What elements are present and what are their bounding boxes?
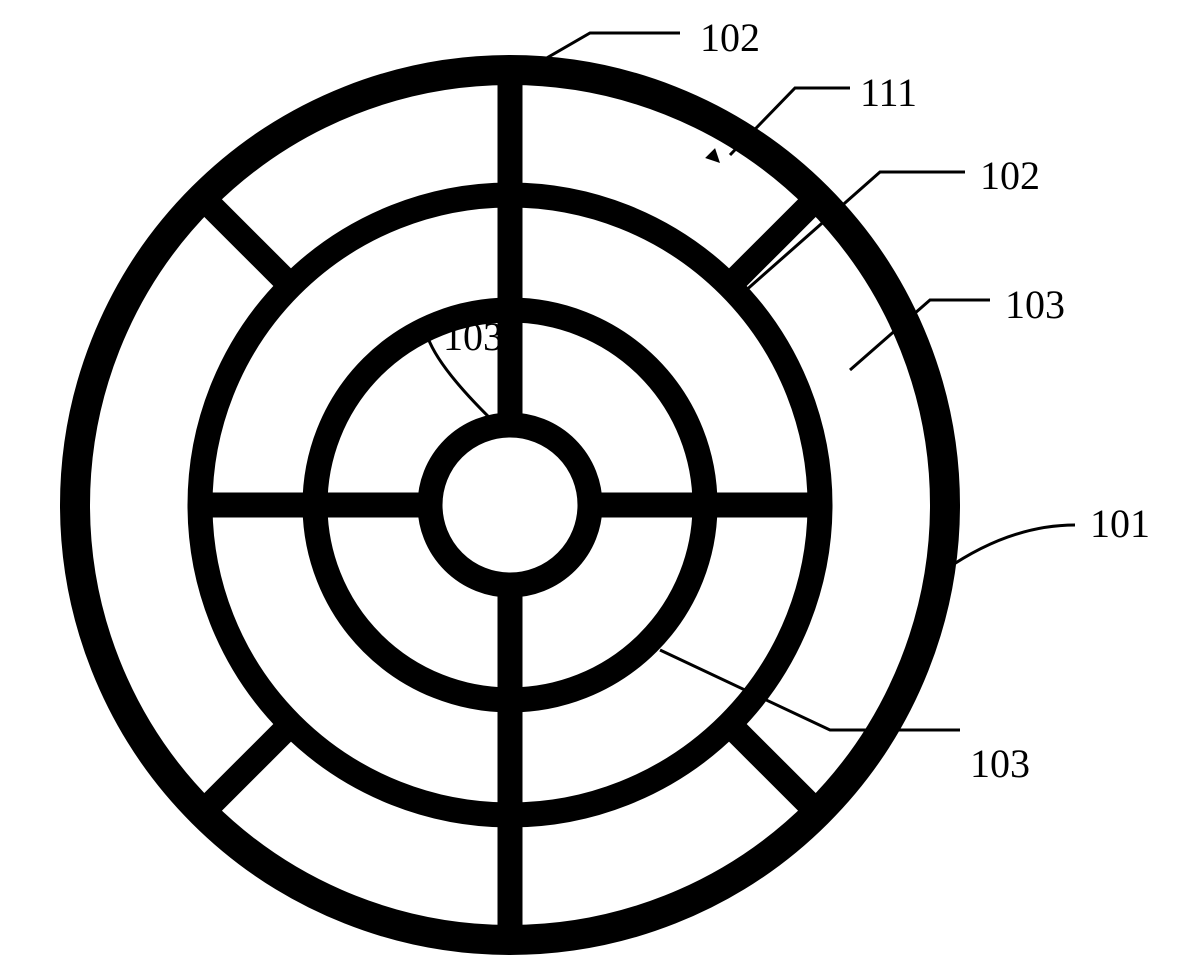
diagram-canvas: 102 111 102 103 103 101 103: [0, 0, 1202, 971]
arrowhead-111: [705, 148, 725, 168]
outer-spoke-225: [202, 197, 290, 285]
leader-101: [945, 525, 1075, 570]
callout-label-103-center: 103: [443, 313, 503, 360]
callout-label-102-top: 102: [700, 14, 760, 61]
outer-spoke-45: [729, 724, 817, 812]
diagram-svg: [0, 0, 1202, 971]
outer-spoke-315: [729, 197, 817, 285]
callout-label-102-right: 102: [980, 152, 1040, 199]
callout-label-103-bottom: 103: [970, 740, 1030, 787]
callout-label-111: 111: [860, 69, 917, 116]
callout-label-101: 101: [1090, 500, 1150, 547]
ring-3: [430, 425, 590, 585]
outer-spoke-135: [202, 724, 290, 812]
callout-label-103-right: 103: [1005, 281, 1065, 328]
